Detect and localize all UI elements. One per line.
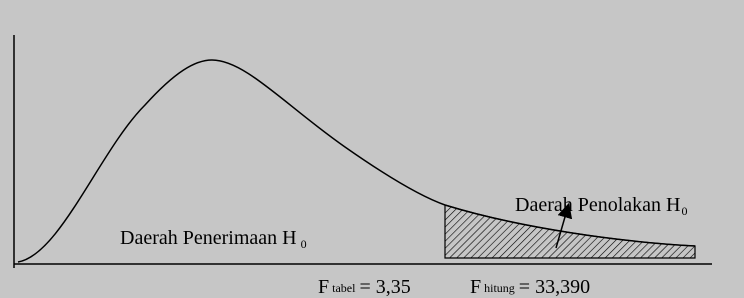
text-part: Daerah Penolakan H: [515, 194, 681, 216]
f-distribution-diagram: Daerah Penerimaan H0 Daerah Penolakan H0…: [0, 0, 744, 298]
text-part: Daerah Penerimaan H: [120, 227, 297, 249]
text-part: hitung: [484, 281, 515, 295]
text-part: 0: [301, 237, 307, 251]
text-part: = 33,390: [519, 276, 590, 298]
text-part: F: [470, 276, 481, 298]
rejection-label: Daerah Penolakan H0: [515, 194, 688, 218]
acceptance-label: Daerah Penerimaan H 0: [120, 227, 307, 251]
text-part: 0: [682, 204, 688, 218]
text-part: = 3,35: [359, 276, 410, 298]
text-part: F: [318, 276, 329, 298]
text-part: tabel: [332, 281, 356, 295]
